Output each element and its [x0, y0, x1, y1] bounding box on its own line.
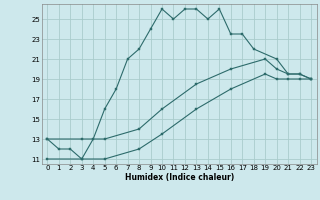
- X-axis label: Humidex (Indice chaleur): Humidex (Indice chaleur): [124, 173, 234, 182]
